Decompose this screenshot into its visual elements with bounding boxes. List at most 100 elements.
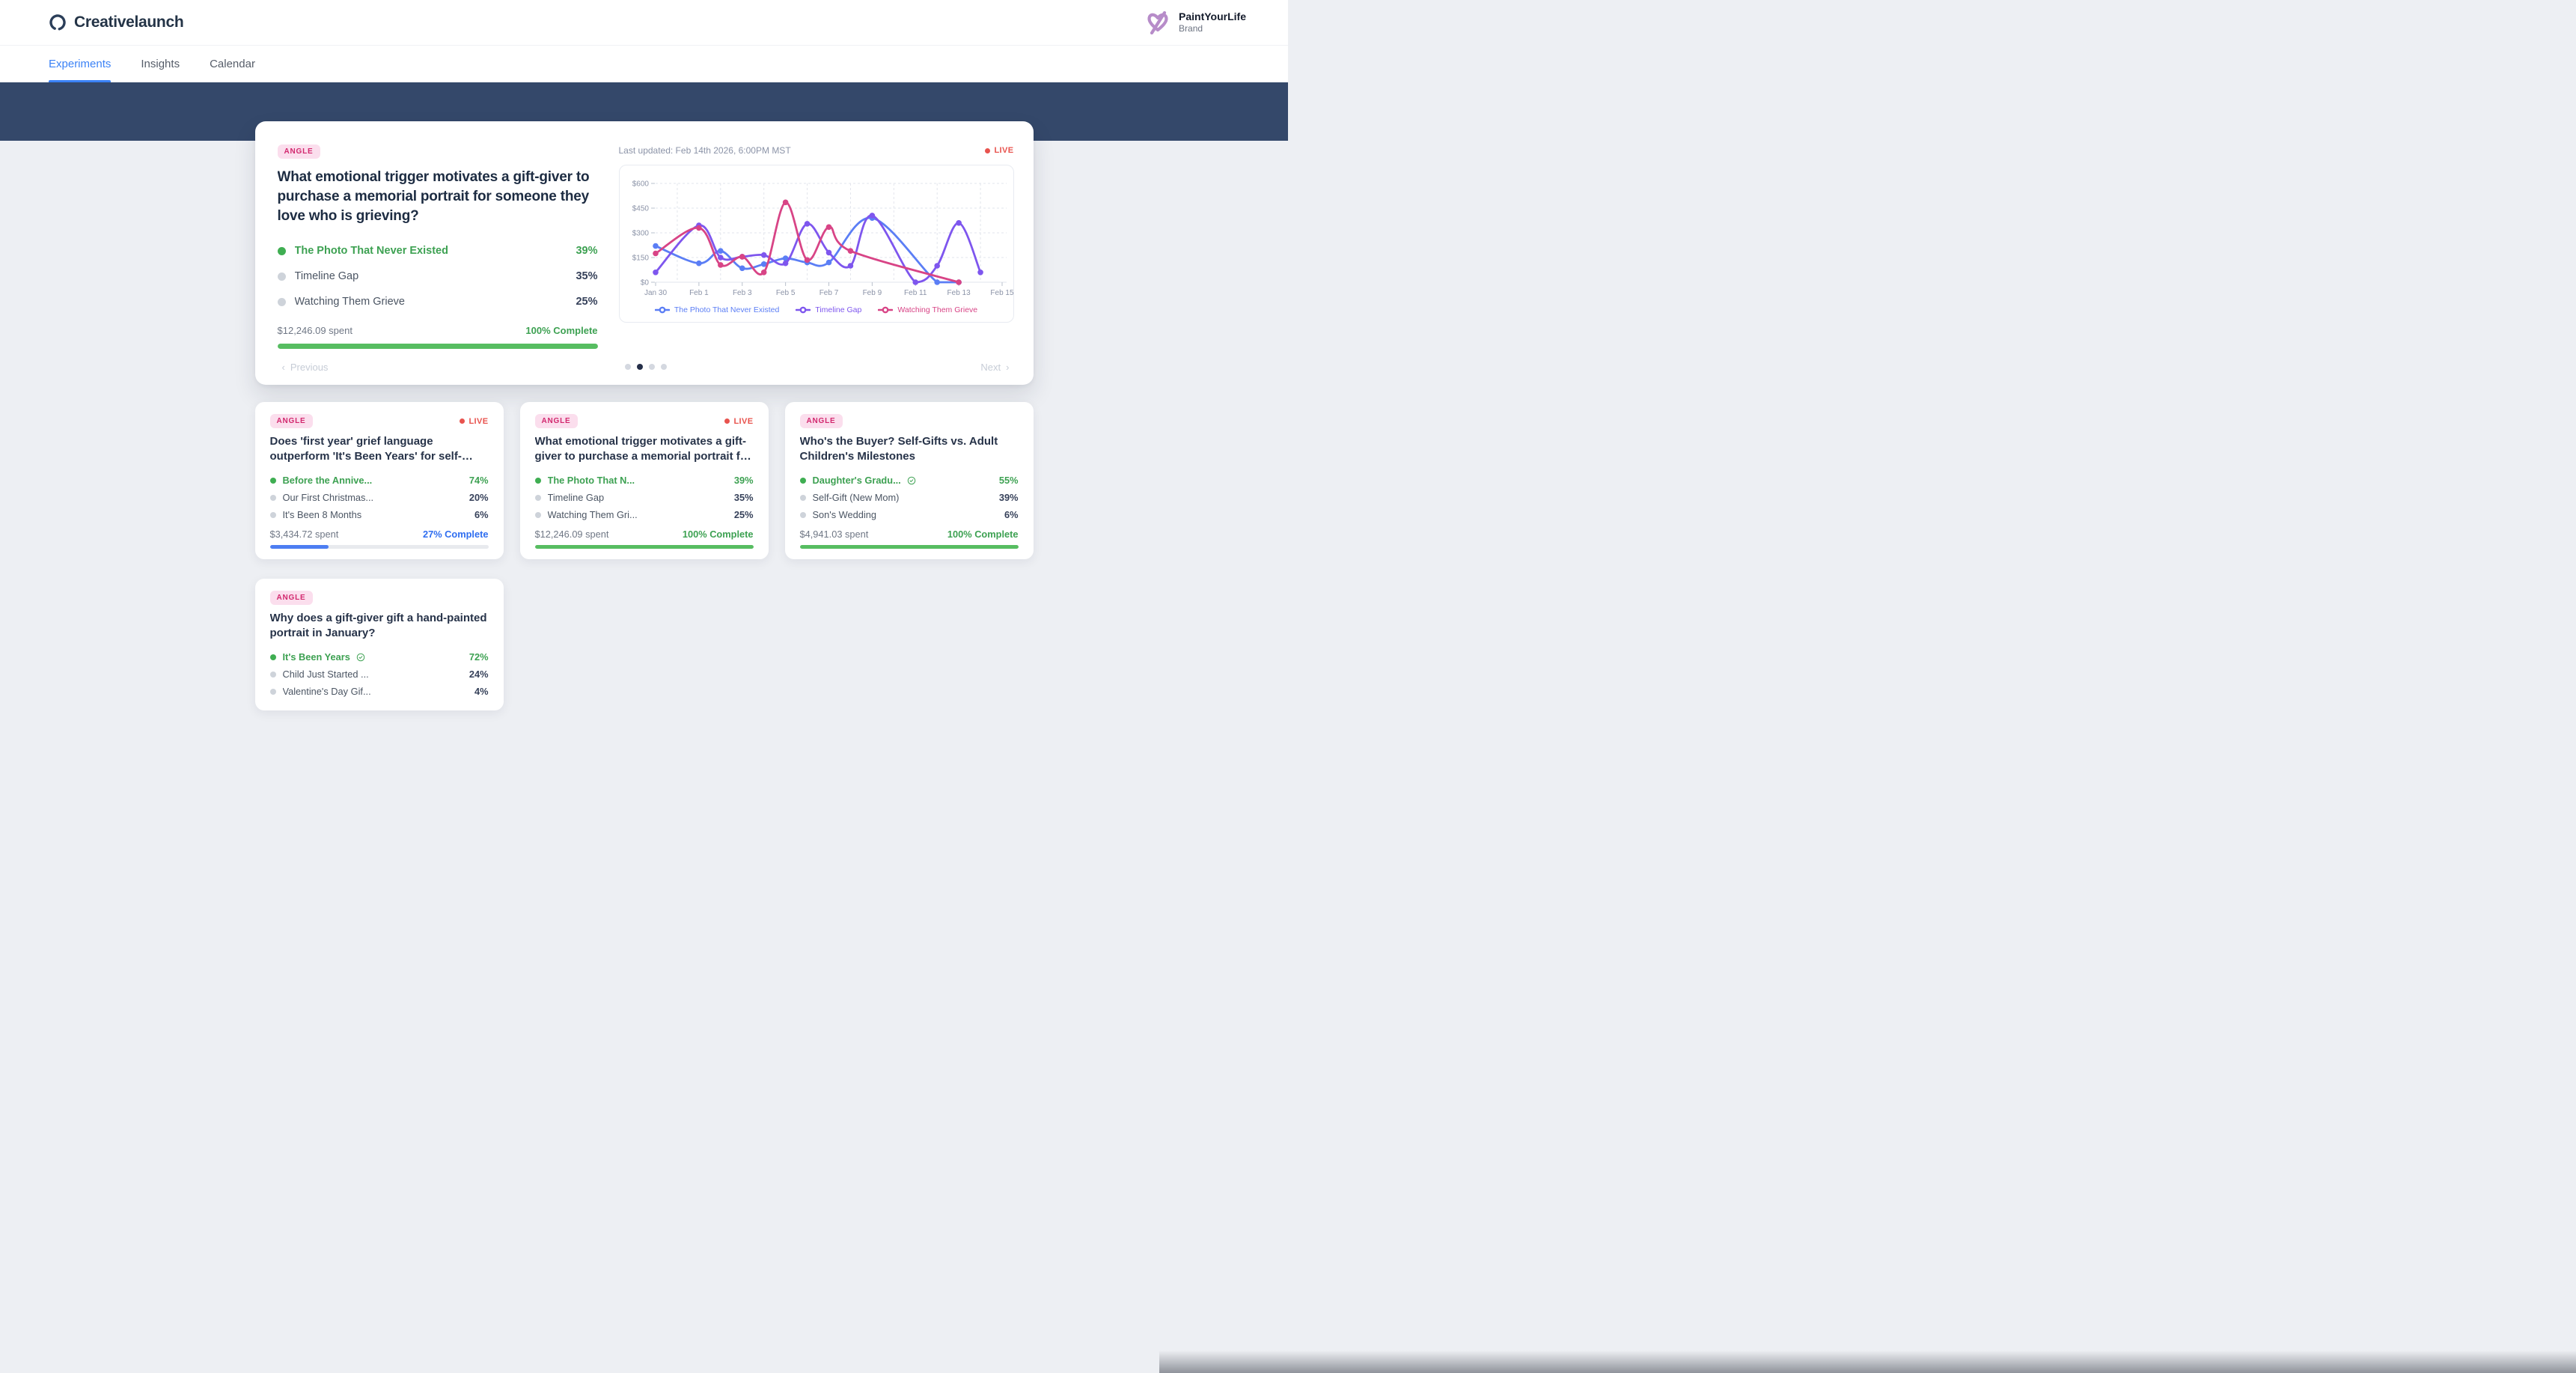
chart-legend: The Photo That Never Existed Timeline Gap… (623, 304, 1010, 319)
complete-label: 100% Complete (525, 325, 598, 336)
legend-marker-icon (878, 306, 894, 314)
live-dot-icon (985, 147, 991, 153)
spent-amount: $12,246.09 spent (277, 325, 352, 336)
variant-list: The Photo That N... 39% Timeline Gap 35% Wat… (534, 472, 754, 523)
variant-row: Before the Annive... 74% (269, 472, 489, 489)
svg-text:$150: $150 (632, 255, 649, 263)
spent-amount: $4,941.03 spent (799, 529, 869, 540)
carousel-dot-3[interactable] (648, 364, 655, 370)
legend-marker-icon (796, 306, 811, 314)
legend-item[interactable]: Watching Them Grieve (878, 305, 977, 314)
variant-row: Watching Them Gri... 25% (534, 506, 754, 523)
experiment-card-3[interactable]: ANGLE Who's the Buyer? Self-Gifts vs. Adu… (784, 402, 1034, 559)
carousel-pagination: ‹ Previous Next › (278, 355, 1014, 379)
svg-text:Feb 11: Feb 11 (904, 289, 927, 297)
experiment-question: What emotional trigger motivates a gift-… (534, 435, 751, 463)
variant-percent: 35% (576, 270, 598, 282)
variant-row: Son's Wedding 6% (799, 506, 1019, 523)
variant-dot-icon (269, 511, 276, 518)
legend-label: Timeline Gap (815, 305, 862, 314)
tab-calendar[interactable]: Calendar (210, 58, 255, 70)
experiment-chart[interactable]: $0 $150 $300 $450 $600 Jan 30 Feb 1 Feb 3 Feb 5 F… (623, 171, 1014, 300)
primary-tabs: Experiments Insights Calendar (0, 45, 1288, 82)
legend-label: The Photo That Never Existed (674, 305, 780, 314)
variant-name: Valentine's Day Gif... (282, 686, 371, 697)
live-dot-icon (724, 418, 730, 424)
carousel-dot-1[interactable] (624, 364, 631, 370)
variant-name: Timeline Gap (294, 270, 359, 282)
legend-item[interactable]: Timeline Gap (796, 305, 861, 314)
variant-name: It's Been Years (282, 651, 350, 663)
complete-label: 100% Complete (947, 529, 1019, 540)
legend-item[interactable]: The Photo That Never Existed (654, 305, 780, 314)
svg-text:Feb 3: Feb 3 (732, 289, 751, 297)
svg-text:Feb 1: Feb 1 (689, 289, 709, 297)
variant-dot-icon (799, 477, 806, 484)
spent-amount: $12,246.09 spent (534, 529, 609, 540)
brand-selector[interactable]: PaintYourLife Brand (1144, 10, 1246, 35)
live-badge: LIVE (724, 417, 753, 426)
variant-dot-icon (534, 477, 541, 484)
experiment-card-2[interactable]: ANGLE LIVE What emotional trigger motivate… (519, 402, 769, 559)
variant-list: Daughter's Gradu... 55% Self-Gift (New Mom… (799, 472, 1019, 523)
variant-percent: 4% (474, 686, 489, 697)
variant-row: Valentine's Day Gif... 4% (269, 683, 489, 700)
next-button[interactable]: Next › (980, 361, 1010, 373)
tab-experiments[interactable]: Experiments (49, 46, 112, 82)
svg-text:Feb 7: Feb 7 (819, 289, 838, 297)
variant-name: Watching Them Grieve (294, 296, 405, 308)
variant-dot-icon (269, 494, 276, 501)
variant-row: Timeline Gap 35% (534, 489, 754, 506)
variant-row: Our First Christmas... 20% (269, 489, 489, 506)
variant-dot-icon (269, 671, 276, 678)
experiment-card-4[interactable]: ANGLE Why does a gift-giver gift a hand-p… (254, 579, 504, 710)
variant-name: Self-Gift (New Mom) (812, 492, 900, 503)
svg-text:Feb 5: Feb 5 (775, 289, 795, 297)
variant-dot-icon (534, 494, 541, 501)
variant-percent: 39% (998, 492, 1019, 503)
experiment-question: What emotional trigger motivates a gift-… (277, 169, 590, 224)
last-updated-label: Last updated: Feb 14th 2026, 6:00PM MST (618, 145, 791, 156)
progress-bar (277, 344, 598, 349)
brand-role: Brand (1179, 23, 1203, 34)
carousel-dot-4[interactable] (660, 364, 667, 370)
experiment-question: Who's the Buyer? Self-Gifts vs. Adult Ch… (799, 435, 998, 463)
bottom-shadow (1159, 1351, 2576, 1373)
variant-percent: 24% (468, 669, 489, 680)
live-label: LIVE (733, 416, 754, 426)
experiment-card-1[interactable]: ANGLE LIVE Does 'first year' grief languag… (254, 402, 504, 559)
variant-dot-icon (269, 654, 276, 660)
hero-left-column: ANGLE What emotional trigger motivates a… (277, 144, 598, 349)
variant-row: It's Been Years 72% (269, 648, 489, 666)
variant-dot-icon (534, 511, 541, 518)
angle-badge: ANGLE (799, 414, 843, 428)
variant-percent: 25% (576, 296, 598, 308)
variant-percent: 39% (576, 245, 598, 257)
variant-name: Timeline Gap (547, 492, 605, 503)
variant-dot-icon (269, 477, 276, 484)
legend-marker-icon (654, 306, 670, 314)
variant-dot-icon (269, 688, 276, 695)
verified-check-icon (356, 653, 365, 662)
carousel-dot-2[interactable] (636, 364, 643, 370)
variant-row: It's Been 8 Months 6% (269, 506, 489, 523)
progress-bar (269, 545, 489, 549)
svg-text:$300: $300 (632, 230, 649, 238)
variant-list: Before the Annive... 74% Our First Christm… (269, 472, 489, 523)
svg-text:$0: $0 (640, 279, 649, 287)
app-header: Creativelaunch PaintYourLife Brand (0, 0, 1288, 45)
variant-name: Our First Christmas... (282, 492, 374, 503)
carousel-dots (624, 364, 667, 370)
tab-insights[interactable]: Insights (141, 58, 180, 70)
app-logo[interactable]: Creativelaunch (49, 13, 184, 31)
variant-name: The Photo That Never Existed (294, 245, 448, 257)
main-content: ANGLE What emotional trigger motivates a… (254, 82, 1034, 710)
previous-button[interactable]: ‹ Previous (281, 361, 329, 373)
angle-badge: ANGLE (269, 414, 313, 428)
variant-row: Child Just Started ... 24% (269, 666, 489, 683)
variant-percent: 6% (474, 509, 489, 520)
live-badge: LIVE (985, 146, 1013, 155)
logo-circle-icon (49, 14, 66, 31)
variant-name: Child Just Started ... (282, 669, 369, 680)
variant-list: It's Been Years 72% Child Just Started ...… (269, 648, 489, 700)
